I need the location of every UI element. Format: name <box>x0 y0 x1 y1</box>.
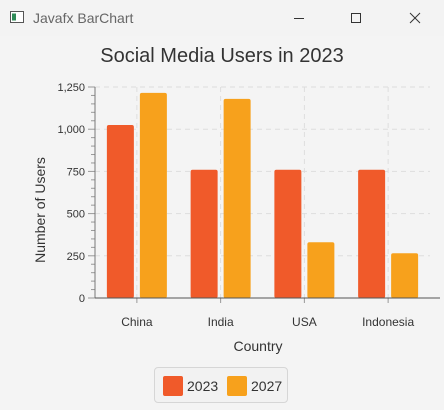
bar-2023-indonesia <box>358 169 386 298</box>
y-tick-label: 1,250 <box>57 82 85 94</box>
close-button[interactable] <box>392 0 438 36</box>
maximize-button[interactable] <box>333 0 379 36</box>
bar-2023-india <box>190 169 218 298</box>
y-tick-label: 0 <box>79 293 85 305</box>
legend-item-2023: 2023 <box>163 376 218 396</box>
legend-swatch-2027 <box>227 376 247 396</box>
legend: 2023 2027 <box>154 367 288 403</box>
maximize-icon <box>351 13 361 23</box>
y-tick-label: 500 <box>67 209 85 221</box>
legend-label-2027: 2027 <box>251 378 283 394</box>
bar-2023-usa <box>274 169 302 298</box>
x-axis-label: Country <box>233 338 283 354</box>
bar-2023-china <box>106 124 134 298</box>
chart-title: Social Media Users in 2023 <box>100 45 344 67</box>
legend-item-2027: 2027 <box>227 376 282 396</box>
minimize-button[interactable] <box>276 0 322 36</box>
bar-2027-usa <box>307 242 335 298</box>
x-tick-label: Indonesia <box>362 315 414 329</box>
close-icon <box>409 12 421 24</box>
x-tick-label: India <box>208 315 234 329</box>
window-title: Javafx BarChart <box>33 10 134 26</box>
app-icon <box>10 11 24 23</box>
x-tick-label: China <box>121 315 153 329</box>
y-tick-label: 250 <box>67 251 85 263</box>
y-tick-label: 750 <box>67 166 85 178</box>
legend-swatch-2023 <box>163 376 183 396</box>
y-axis-label: Number of Users <box>32 157 48 263</box>
legend-label-2023: 2023 <box>187 378 219 394</box>
bar-2027-india <box>223 98 251 298</box>
y-tick-label: 1,000 <box>57 124 85 136</box>
minimize-icon <box>294 18 304 19</box>
bar-2027-china <box>139 92 167 299</box>
bar-2027-indonesia <box>391 253 419 298</box>
x-tick-label: USA <box>292 315 317 329</box>
title-bar[interactable]: Javafx BarChart <box>0 0 444 36</box>
